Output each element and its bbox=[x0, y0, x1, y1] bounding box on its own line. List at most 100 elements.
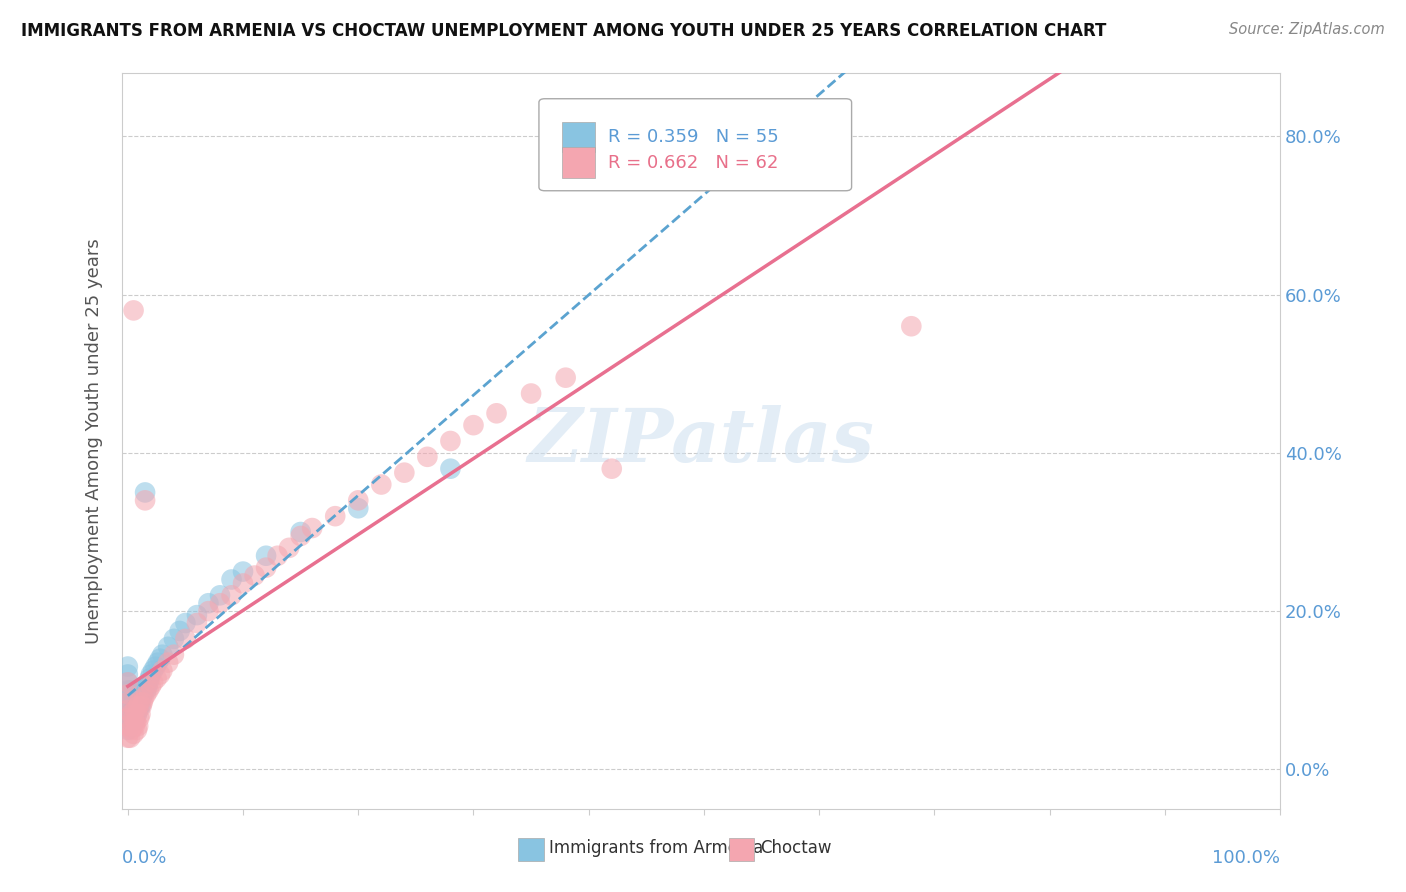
Point bbox=[132, 695, 155, 709]
Text: IMMIGRANTS FROM ARMENIA VS CHOCTAW UNEMPLOYMENT AMONG YOUTH UNDER 25 YEARS CORRE: IMMIGRANTS FROM ARMENIA VS CHOCTAW UNEMP… bbox=[21, 22, 1107, 40]
Point bbox=[134, 485, 156, 500]
Point bbox=[347, 493, 370, 508]
Point bbox=[122, 703, 145, 717]
Point bbox=[117, 723, 139, 737]
Point bbox=[125, 706, 148, 721]
Point bbox=[157, 656, 180, 670]
Point bbox=[121, 691, 143, 706]
Point bbox=[142, 675, 165, 690]
Point bbox=[138, 672, 160, 686]
Point bbox=[129, 683, 152, 698]
Point bbox=[117, 695, 139, 709]
Point bbox=[138, 675, 160, 690]
Point bbox=[136, 679, 159, 693]
Point bbox=[347, 501, 370, 516]
Point bbox=[186, 615, 208, 630]
Point bbox=[394, 466, 416, 480]
Point bbox=[266, 549, 288, 563]
Point bbox=[146, 656, 169, 670]
Point bbox=[808, 169, 831, 183]
Point bbox=[122, 711, 145, 725]
Point bbox=[128, 695, 150, 709]
Point bbox=[197, 604, 219, 618]
Point bbox=[157, 640, 180, 654]
Point bbox=[124, 719, 146, 733]
Point bbox=[132, 691, 155, 706]
Point bbox=[301, 521, 323, 535]
Point bbox=[174, 615, 197, 630]
Point bbox=[122, 727, 145, 741]
Point bbox=[127, 699, 149, 714]
Point bbox=[131, 699, 153, 714]
Point bbox=[232, 565, 254, 579]
Point bbox=[128, 683, 150, 698]
Point bbox=[416, 450, 439, 464]
Point bbox=[520, 386, 543, 401]
Point bbox=[125, 695, 148, 709]
Point bbox=[120, 683, 142, 698]
Point bbox=[163, 632, 186, 646]
Point bbox=[122, 303, 145, 318]
Point bbox=[208, 596, 231, 610]
Point bbox=[120, 714, 142, 729]
Point bbox=[139, 679, 162, 693]
Point bbox=[243, 568, 266, 582]
Point bbox=[120, 723, 142, 737]
Point bbox=[439, 434, 461, 448]
Point bbox=[186, 608, 208, 623]
Point bbox=[439, 461, 461, 475]
Point bbox=[125, 706, 148, 721]
Point bbox=[128, 699, 150, 714]
Point bbox=[463, 418, 485, 433]
Point bbox=[122, 691, 145, 706]
Text: Source: ZipAtlas.com: Source: ZipAtlas.com bbox=[1229, 22, 1385, 37]
Point bbox=[208, 588, 231, 602]
Point bbox=[221, 573, 243, 587]
Text: R = 0.662   N = 62: R = 0.662 N = 62 bbox=[609, 153, 779, 172]
Point bbox=[485, 406, 508, 420]
Point bbox=[554, 370, 576, 384]
Point bbox=[127, 687, 149, 701]
Point bbox=[117, 683, 139, 698]
Point bbox=[163, 648, 186, 662]
Point bbox=[232, 576, 254, 591]
Point bbox=[124, 703, 146, 717]
Point bbox=[120, 699, 142, 714]
Point bbox=[149, 667, 172, 681]
Point bbox=[132, 683, 155, 698]
Point bbox=[900, 319, 922, 334]
Point bbox=[254, 560, 277, 574]
Point bbox=[117, 667, 139, 681]
Point bbox=[221, 588, 243, 602]
Text: Choctaw: Choctaw bbox=[761, 839, 831, 857]
Point bbox=[290, 524, 312, 539]
FancyBboxPatch shape bbox=[538, 99, 852, 191]
Point bbox=[129, 699, 152, 714]
Point bbox=[169, 624, 191, 638]
Point bbox=[117, 659, 139, 673]
Point bbox=[122, 714, 145, 729]
Point bbox=[149, 651, 172, 665]
Point bbox=[120, 731, 142, 745]
Point bbox=[145, 659, 167, 673]
Point bbox=[370, 477, 392, 491]
Point bbox=[120, 706, 142, 721]
Point bbox=[117, 703, 139, 717]
FancyBboxPatch shape bbox=[562, 147, 595, 178]
Point bbox=[197, 596, 219, 610]
Point bbox=[142, 664, 165, 678]
Point bbox=[135, 683, 157, 698]
Point bbox=[117, 699, 139, 714]
Point bbox=[125, 714, 148, 729]
Point bbox=[150, 648, 173, 662]
Point bbox=[134, 493, 156, 508]
Point bbox=[145, 672, 167, 686]
Point bbox=[124, 695, 146, 709]
Point bbox=[117, 719, 139, 733]
Point bbox=[117, 711, 139, 725]
Point bbox=[117, 675, 139, 690]
Point bbox=[117, 731, 139, 745]
FancyBboxPatch shape bbox=[562, 121, 595, 153]
Point bbox=[290, 529, 312, 543]
Point bbox=[135, 687, 157, 701]
